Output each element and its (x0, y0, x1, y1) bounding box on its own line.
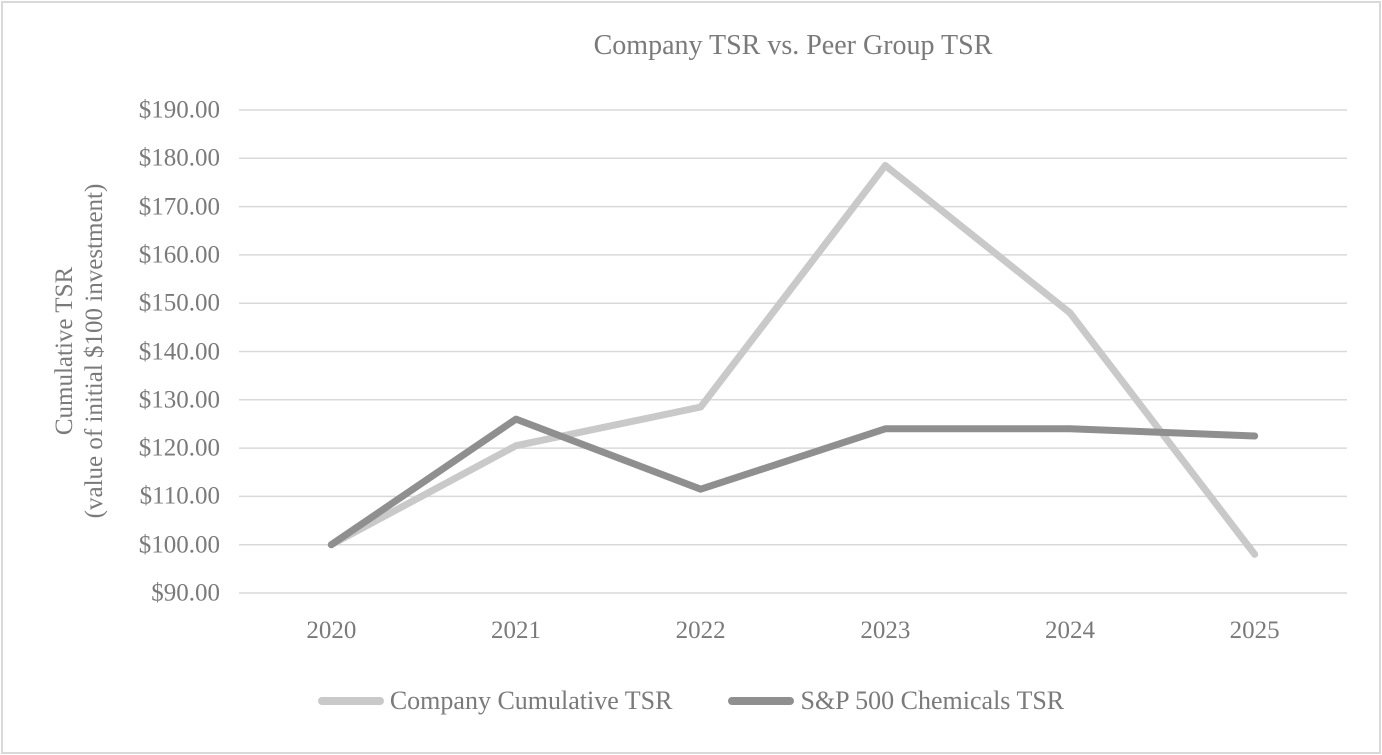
y-tick-label: $130.00 (138, 386, 220, 414)
y-tick-label: $120.00 (138, 434, 220, 462)
legend-line-swatch (728, 697, 795, 705)
y-tick-label: $170.00 (138, 193, 220, 221)
x-tick-label: 2020 (306, 617, 357, 644)
legend-item: S&P 500 Chemicals TSR (728, 686, 1064, 716)
y-tick-label: $160.00 (138, 241, 220, 269)
y-tick-label: $90.00 (151, 579, 220, 607)
legend-line-swatch (317, 697, 384, 705)
y-tick-label: $100.00 (138, 531, 220, 559)
chart-title: Company TSR vs. Peer Group TSR (593, 30, 993, 61)
y-tick-label: $110.00 (139, 482, 220, 510)
x-tick-label: 2021 (491, 617, 541, 644)
x-tick-label: 2022 (675, 617, 726, 644)
x-tick-label: 2024 (1045, 617, 1095, 644)
series-line-s-p-500-chemicals-tsr (327, 415, 1259, 549)
y-tick-label: $180.00 (138, 144, 220, 172)
legend-label: S&P 500 Chemicals TSR (800, 686, 1065, 715)
y-tick-label: $140.00 (138, 338, 220, 365)
legend: Company Cumulative TSR S&P 500 Chemicals … (0, 680, 1382, 722)
series-line-company-cumulative-tsr (327, 162, 1259, 558)
legend-label: Company Cumulative TSR (389, 686, 673, 715)
x-tick-label: 2025 (1229, 617, 1280, 644)
y-tick-label: $190.00 (138, 96, 220, 124)
y-tick-label: $150.00 (138, 289, 220, 317)
legend-item: Company Cumulative TSR (317, 686, 673, 716)
x-tick-label: 2023 (860, 617, 911, 644)
